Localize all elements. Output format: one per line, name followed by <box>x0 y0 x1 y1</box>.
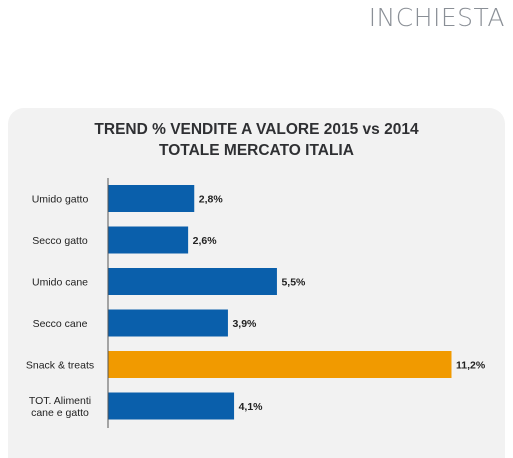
category-label: Secco gatto <box>32 235 88 247</box>
value-label: 3,9% <box>232 318 257 330</box>
bar <box>108 392 235 420</box>
section-label: INCHIESTA <box>368 3 505 32</box>
value-label: 2,6% <box>193 235 218 247</box>
category-label: Snack & treats <box>26 360 94 372</box>
chart-title-line-1: TREND % VENDITE A VALORE 2015 vs 2014 <box>94 121 419 138</box>
value-label: 5,5% <box>281 277 306 289</box>
bar <box>108 351 452 378</box>
chart-title-line-2: TOTALE MERCATO ITALIA <box>159 142 354 159</box>
value-label: 4,1% <box>239 401 264 413</box>
category-label: Secco cane <box>33 318 88 330</box>
category-label: Umido gatto <box>32 194 89 206</box>
bar <box>108 268 277 295</box>
bar <box>108 309 228 337</box>
value-label: 11,2% <box>456 360 486 372</box>
category-label: Umido cane <box>32 277 88 289</box>
value-label: 2,8% <box>199 194 224 206</box>
bar <box>108 226 189 254</box>
category-label: TOT. Alimenti cane e gatto <box>29 395 91 419</box>
bar <box>108 185 195 212</box>
